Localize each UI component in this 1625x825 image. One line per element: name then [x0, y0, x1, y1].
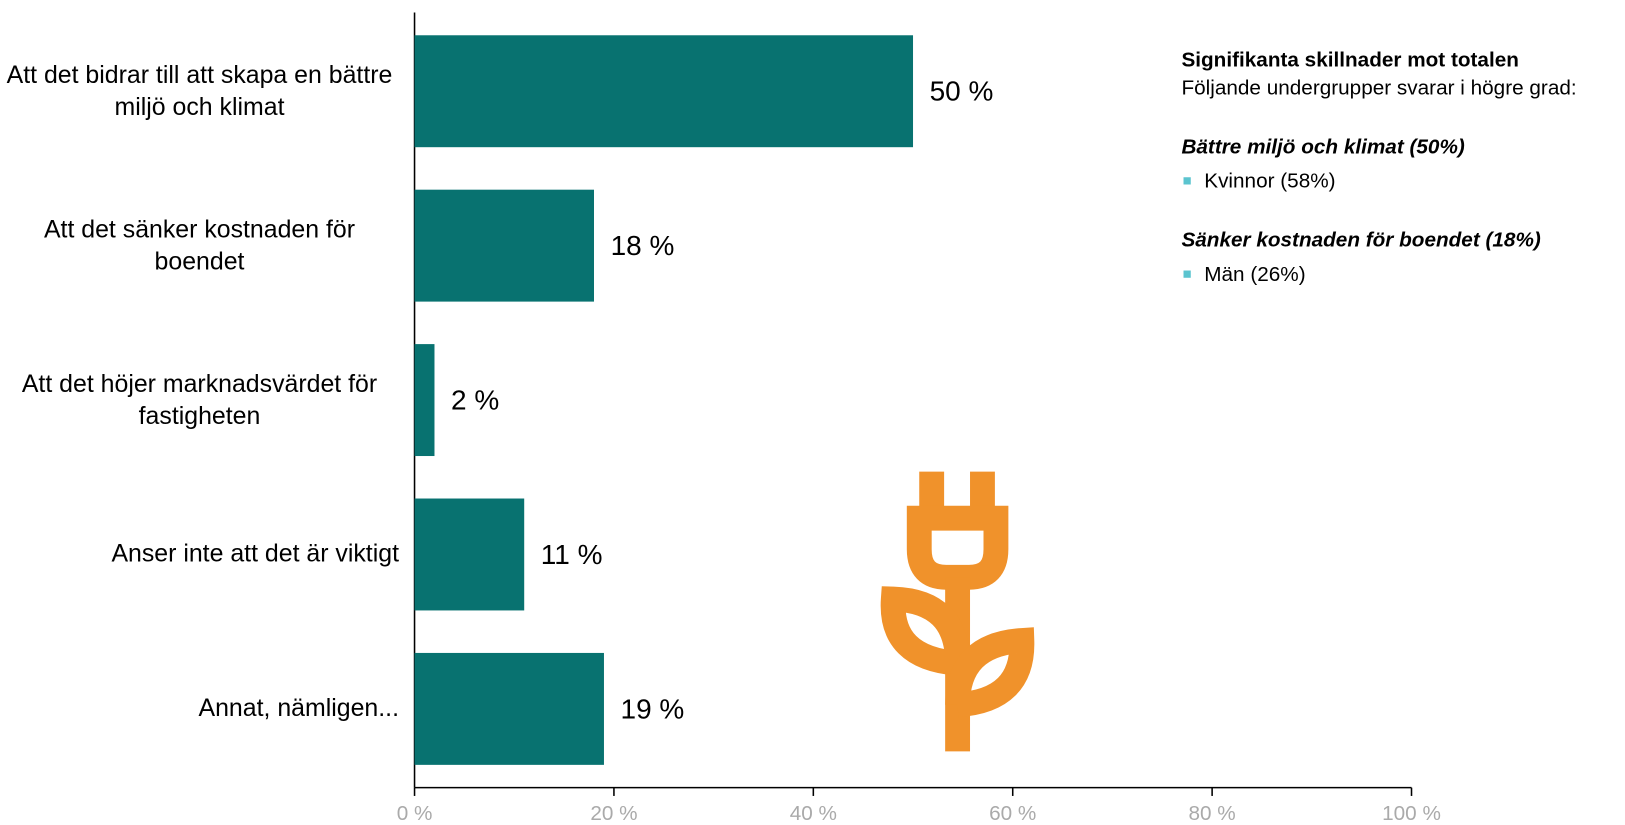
category-label-box: Annat, nämligen...: [198, 694, 399, 723]
category-label-box: Anser inte att det är viktigt: [111, 540, 399, 569]
x-tick-label: 0 %: [397, 802, 433, 825]
bar: [414, 344, 435, 457]
panel-title: Signifikanta skillnader mot totalen: [1181, 48, 1519, 72]
category-label-box: Att det bidrar till att skapa en bättre …: [6, 60, 393, 122]
x-tick-label: 60 %: [989, 802, 1036, 825]
group-item: Män (26%): [1181, 261, 1625, 289]
category-label: Att det höjer marknadsvärdet för fastigh…: [21, 369, 378, 431]
category-label-box: Att det höjer marknadsvärdet för fastigh…: [21, 369, 378, 431]
panel: Signifikanta skillnader mot totalen Följa…: [1181, 47, 1625, 290]
category-label: Anser inte att det är viktigt: [111, 540, 399, 569]
group-heading: Sänker kostnaden för boendet (18%): [1181, 229, 1541, 252]
bar: [414, 498, 525, 611]
category-label-box: Att det sänker kostnaden för boendet: [43, 215, 356, 276]
bar: [414, 189, 594, 302]
category-label: Att det bidrar till att skapa en bättre …: [6, 60, 393, 122]
value-label: 2 %: [451, 385, 499, 416]
x-tick-label: 80 %: [1189, 802, 1236, 825]
icon: [880, 471, 1035, 752]
value-label: 11 %: [541, 539, 603, 570]
category-label: Att det sänker kostnaden för boendet: [43, 215, 356, 276]
panel-box: Signifikanta skillnader mot totalen Följa…: [1181, 47, 1625, 290]
category-label: Annat, nämligen...: [198, 694, 399, 723]
bar: [414, 35, 914, 148]
value-label: 50 %: [930, 76, 994, 107]
value-label: 19 %: [621, 693, 685, 724]
value-label: 18 %: [611, 230, 675, 261]
group-heading: Bättre miljö och klimat (50%): [1181, 135, 1465, 159]
panel-text: Följande undergrupper svarar i högre gra…: [1181, 76, 1577, 100]
x-tick-label: 40 %: [790, 802, 837, 825]
bar: [414, 652, 604, 765]
x-tick-label: 100 %: [1382, 802, 1441, 825]
group-item: Kvinnor (58%): [1181, 168, 1625, 196]
x-tick-label: 20 %: [590, 802, 637, 825]
